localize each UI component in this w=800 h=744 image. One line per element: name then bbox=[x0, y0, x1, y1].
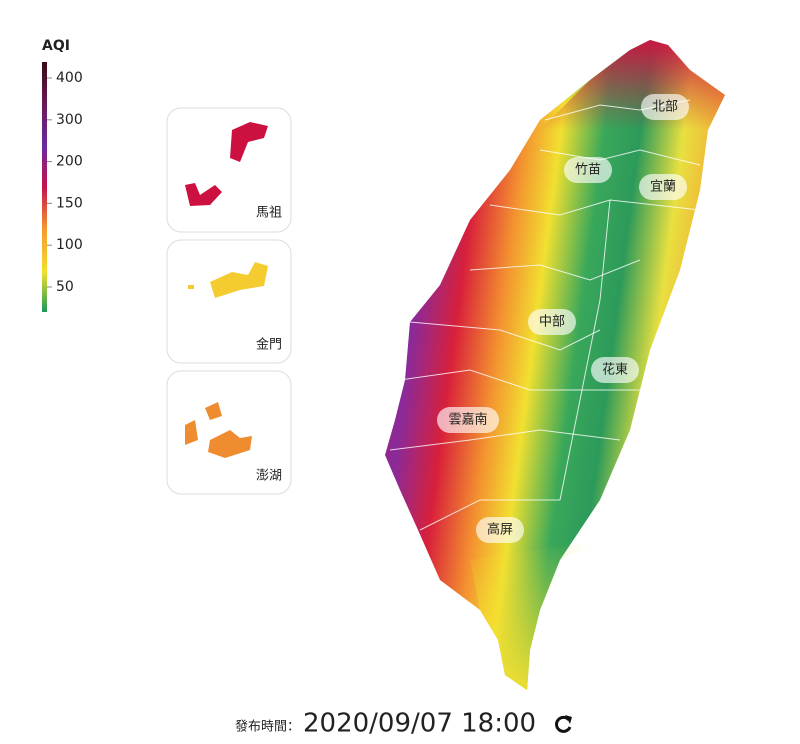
legend-tick-label: 400 bbox=[56, 70, 83, 86]
island-label: 澎湖 bbox=[256, 469, 282, 484]
taiwan-island bbox=[385, 40, 725, 690]
legend-tick-label: 100 bbox=[56, 237, 83, 253]
refresh-icon[interactable] bbox=[555, 715, 572, 733]
region-label: 高屏 bbox=[487, 522, 513, 538]
region-label: 中部 bbox=[539, 315, 565, 330]
footer-caption: 發布時間： bbox=[235, 720, 300, 735]
region-label-bg bbox=[639, 174, 687, 200]
region-label-bg bbox=[564, 157, 612, 183]
legend-tick-label: 150 bbox=[56, 195, 83, 211]
taiwan-north-shade bbox=[540, 40, 725, 130]
legend-title: AQI bbox=[42, 38, 70, 54]
region-label-bg bbox=[591, 357, 639, 383]
refresh-arrow[interactable] bbox=[565, 715, 572, 724]
legend-tick-label: 300 bbox=[56, 112, 83, 128]
region-label: 竹苗 bbox=[575, 163, 601, 178]
region-label: 北部 bbox=[652, 100, 678, 115]
penghu-shape bbox=[185, 402, 252, 458]
region-label: 宜蘭 bbox=[650, 179, 676, 195]
legend-ticks: 400 300 200 150 100 50 bbox=[47, 70, 83, 295]
legend-tick-label: 200 bbox=[56, 154, 83, 170]
matsu-shape bbox=[185, 183, 222, 206]
matsu-shape bbox=[230, 122, 268, 162]
island-label: 馬祖 bbox=[256, 206, 282, 221]
island-label: 金門 bbox=[256, 337, 282, 353]
kinmen-shape bbox=[210, 262, 268, 298]
footer-time: 2020/09/07 18:00 bbox=[303, 709, 536, 739]
region-label-bg bbox=[437, 407, 499, 433]
region-label: 花東 bbox=[602, 362, 628, 378]
taiwan-south-shade bbox=[470, 540, 600, 690]
region-label: 雲嘉南 bbox=[448, 412, 487, 428]
region-label-bg bbox=[641, 94, 689, 120]
region-label-bg bbox=[476, 517, 524, 543]
kinmen-shape bbox=[188, 285, 194, 289]
legend-tick-label: 50 bbox=[56, 279, 74, 295]
county-borders bbox=[389, 99, 701, 531]
refresh-button[interactable] bbox=[555, 715, 572, 733]
region-label-bg bbox=[528, 309, 576, 335]
taiwan-map bbox=[385, 40, 725, 690]
color-bar bbox=[42, 62, 47, 312]
inset-boxes bbox=[166, 107, 292, 495]
